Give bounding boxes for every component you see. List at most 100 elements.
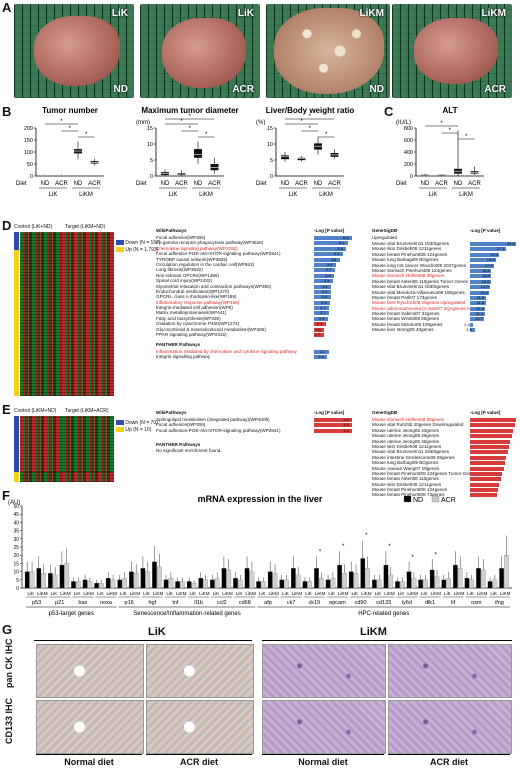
x-tick-label: LiK	[351, 591, 359, 596]
bar-acr	[180, 581, 185, 589]
bar-nd	[140, 568, 146, 589]
pathway-name: Mouse breast Pinehurst08 124genes	[372, 251, 448, 257]
pathway-value: 1.8	[315, 326, 321, 332]
pathway-value: 2.7	[320, 310, 326, 316]
pathway-bar	[314, 355, 328, 360]
pathway-bar	[470, 461, 505, 466]
y-tick-label: 15	[147, 126, 153, 132]
liver-photo-2: LiK ACR	[140, 4, 260, 98]
pathway-name: Mouse breast Asteri08 110genes	[372, 476, 439, 482]
bar-acr	[319, 578, 324, 589]
panel-f-bar-chart: mRNA expression in the liver(AU) ND ACR504…	[8, 494, 512, 617]
bar-nd	[105, 578, 111, 589]
pathway-row: Mouse vital Brummelm11 GbE5genes 14.9	[372, 284, 518, 290]
legend-e-down-label: Down (N = 70)	[125, 420, 158, 426]
y-tick-label: 15	[13, 561, 19, 567]
panel-label-e: E	[2, 402, 11, 417]
y-tick-label: 0	[150, 174, 153, 180]
group-label: LiKM	[79, 192, 93, 198]
bar-acr	[457, 568, 463, 589]
significance-star: *	[449, 128, 452, 134]
e-panther-title: PANTHER Pathways	[156, 442, 201, 447]
significance-star: *	[189, 114, 192, 120]
bar-acr	[191, 582, 197, 589]
pathway-value: 11.8	[476, 294, 485, 300]
chart-title: Maximum tumor diameter	[141, 106, 238, 115]
y-tick-label: 10	[147, 142, 153, 148]
ihc-row-label: pan CK IHC	[4, 638, 14, 689]
pathway-row: Mouse breast Winsbl08 58genes 10.7	[372, 316, 518, 322]
gene-label: ck7	[287, 600, 296, 606]
bar-nd	[48, 573, 53, 589]
bar-acr	[295, 574, 301, 589]
panel-label-f: F	[2, 488, 10, 503]
bar-nd	[175, 581, 180, 589]
x-tick-label: LiK	[143, 591, 151, 596]
pathway-row: GPCRs, class A rhodopsin-like(WP189) 3.0	[156, 294, 366, 300]
group-label-lik: LiK	[148, 626, 166, 638]
group-line-likm	[262, 640, 512, 641]
x-tick-label: LiK	[444, 591, 452, 596]
pathway-row: Mouse skin Drisbeh08 1211genes 27.1	[372, 246, 518, 252]
y-tick-label: 200	[24, 126, 33, 132]
x-tick-label: LiKM	[199, 591, 210, 596]
pathway-name: Mouse adenocarcinoma (A Sato07 2QAgenes …	[372, 305, 470, 311]
bar-acr	[376, 579, 382, 589]
y-tick-label: 45	[13, 512, 19, 518]
pathway-bar	[314, 268, 335, 273]
group-label: LiK	[49, 192, 58, 198]
bar-acr	[353, 573, 359, 589]
panel-label-d: D	[2, 218, 12, 233]
x-tick-label: LiK	[328, 591, 336, 596]
x-tick-label: LiK	[74, 591, 82, 596]
pathway-bar	[470, 274, 491, 279]
pathway-value: 3.9	[326, 261, 333, 267]
group-label: LiK	[289, 192, 298, 198]
y-unit-label: (%)	[256, 120, 265, 126]
bar-nd	[36, 568, 42, 589]
x-tick-label: LiKM	[107, 591, 118, 596]
pathway-bar	[314, 262, 336, 267]
bar-nd	[383, 564, 389, 589]
diet-label: ACR	[55, 181, 68, 187]
significance-star: *	[435, 552, 438, 558]
pathway-value: 11.8	[476, 300, 485, 306]
bar-nd	[221, 568, 227, 589]
pathway-row: Inflammatory response pathway(WP458) 2.9	[156, 300, 366, 305]
pathway-value: 6.1	[339, 240, 345, 246]
pathway-value: 3.1	[322, 283, 328, 289]
significance-star: *	[388, 544, 391, 550]
significance-star: *	[309, 114, 312, 120]
diet-label: Normal diet	[262, 754, 384, 767]
x-tick-label: LiK	[166, 591, 174, 596]
x-tick-label: LiKM	[37, 591, 48, 596]
pathway-row: Fatty acid biosynthesis(WP336) 2.5	[156, 316, 366, 321]
pathway-row: Mouse uterine Jeong05 46genes	[372, 439, 518, 444]
pathway-row: Mouse stomach Hofsen08 39genes	[372, 417, 518, 422]
box	[194, 149, 202, 158]
pathway-bar	[470, 482, 500, 487]
pathway-row: Mouse vital Ruhz5b 40genes Downregulated	[372, 422, 518, 428]
ihc-image	[262, 644, 386, 698]
gene-label: cd90	[355, 600, 367, 606]
pathway-bar	[470, 418, 516, 422]
photo-diet-label: ACR	[232, 84, 254, 95]
pathway-bar	[314, 273, 335, 278]
chart-title: ALT	[443, 106, 458, 115]
diet-label: ACR	[88, 181, 101, 187]
pathway-bar	[314, 241, 349, 246]
pathway-row: Integrin signalling pathway 2.4	[156, 354, 366, 360]
diet-label: ACR	[435, 181, 448, 187]
diet-row-label: Diet	[396, 181, 407, 187]
y-tick-label: 25	[13, 545, 19, 551]
diet-label: ND	[74, 181, 83, 187]
y-tick-label: 15	[267, 126, 273, 132]
d-gene-title: GeneSigDB	[372, 228, 398, 233]
legend-e-up-swatch	[116, 427, 124, 433]
group-label: LiKM	[459, 192, 473, 198]
pathway-bar	[314, 316, 328, 321]
group-label: p53-target genes	[49, 611, 94, 617]
legend-down-label: Down (N = 167)	[125, 240, 161, 246]
d-wiki-logp: -Log [P value]	[314, 228, 345, 233]
heatmap-d-target-up	[62, 250, 114, 396]
